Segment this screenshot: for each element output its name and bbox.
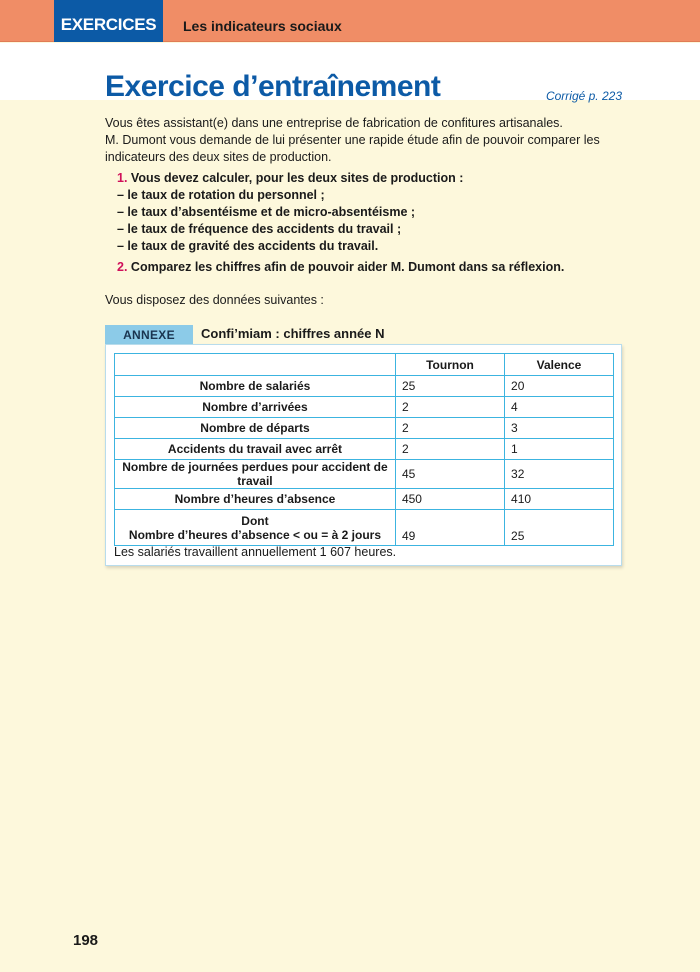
row-label: Nombre d’heures d’absence	[114, 488, 396, 510]
table-row: Nombre de journées perdues pour accident…	[114, 459, 614, 489]
table-row: Nombre de départs 2 3	[114, 417, 614, 439]
cell-valence: 20	[504, 375, 614, 397]
row-label: Nombre de journées perdues pour accident…	[114, 459, 396, 489]
question-number: 2.	[117, 260, 128, 274]
column-header: Valence	[504, 353, 614, 376]
question-line: – le taux d’absentéisme et de micro-abse…	[117, 205, 416, 219]
question-line: – le taux de gravité des accidents du tr…	[117, 239, 379, 253]
column-header: Tournon	[394, 353, 506, 376]
title-band	[0, 43, 700, 100]
table-row: Nombre d’heures d’absence 450 410	[114, 488, 614, 510]
annexe-note: Les salariés travaillent annuellement 1 …	[114, 545, 397, 559]
question-line: Vous devez calculer, pour les deux sites…	[130, 171, 464, 185]
table-header: Tournon Valence	[114, 353, 614, 376]
section-title: Les indicateurs sociaux	[183, 18, 342, 34]
cell-valence: 410	[504, 488, 614, 510]
cell-tournon: 45	[394, 459, 506, 489]
row-label: Nombre d’arrivées	[114, 396, 396, 418]
data-table: Tournon Valence Nombre de salariés 25 20 No…	[114, 353, 614, 546]
row-label: Nombre de salariés	[114, 375, 396, 397]
row-label: Accidents du travail avec arrêt	[114, 438, 396, 460]
cell-valence: 4	[504, 396, 614, 418]
question-line: Comparez les chiffres afin de pouvoir ai…	[130, 260, 565, 274]
intro-text: Vous êtes assistant(e) dans une entrepri…	[105, 115, 630, 166]
question-line: – le taux de rotation du personnel ;	[117, 188, 325, 202]
header-empty	[114, 353, 396, 376]
cell-tournon: 25	[394, 375, 506, 397]
row-label-line: Nombre d’heures d’absence < ou = à 2 jou…	[128, 527, 382, 542]
question-number: 1.	[117, 171, 128, 185]
question-1: 1. Vous devez calculer, pour les deux si…	[117, 170, 463, 255]
annexe-title: Confi’miam : chiffres année N	[201, 326, 385, 341]
cell-valence: 3	[504, 417, 614, 439]
cell-tournon: 2	[394, 417, 506, 439]
page-title: Exercice d’entraînement	[105, 70, 441, 103]
table-row: Dont Nombre d’heures d’absence < ou = à …	[114, 509, 614, 546]
annexe-tag: Annexe	[105, 325, 193, 345]
corrige-link: Corrigé p. 223	[545, 89, 622, 103]
exercices-tag: EXERCICES	[54, 0, 163, 42]
question-2: 2. Comparez les chiffres afin de pouvoir…	[117, 259, 564, 276]
table-row: Nombre d’arrivées 2 4	[114, 396, 614, 418]
row-label: Nombre de départs	[114, 417, 396, 439]
cell-tournon: 2	[394, 438, 506, 460]
annexe-box: Tournon Valence Nombre de salariés 25 20 No…	[105, 344, 622, 566]
table-row: Nombre de salariés 25 20	[114, 375, 614, 397]
data-intro: Vous disposez des données suivantes :	[105, 293, 324, 307]
header-bar: EXERCICES Les indicateurs sociaux	[0, 0, 700, 42]
cell-tournon: 49	[394, 509, 506, 546]
intro-line: Vous êtes assistant(e) dans une entrepri…	[105, 116, 563, 130]
row-label: Dont Nombre d’heures d’absence < ou = à …	[114, 509, 396, 546]
cell-valence: 32	[504, 459, 614, 489]
page-number: 198	[73, 932, 99, 949]
cell-valence: 25	[504, 509, 614, 546]
intro-line: M. Dumont vous demande de lui présenter …	[105, 133, 600, 164]
cell-valence: 1	[504, 438, 614, 460]
cell-tournon: 2	[394, 396, 506, 418]
row-label-line: Dont	[241, 513, 269, 528]
question-line: – le taux de fréquence des accidents du …	[117, 222, 402, 236]
cell-tournon: 450	[394, 488, 506, 510]
table-row: Accidents du travail avec arrêt 2 1	[114, 438, 614, 460]
